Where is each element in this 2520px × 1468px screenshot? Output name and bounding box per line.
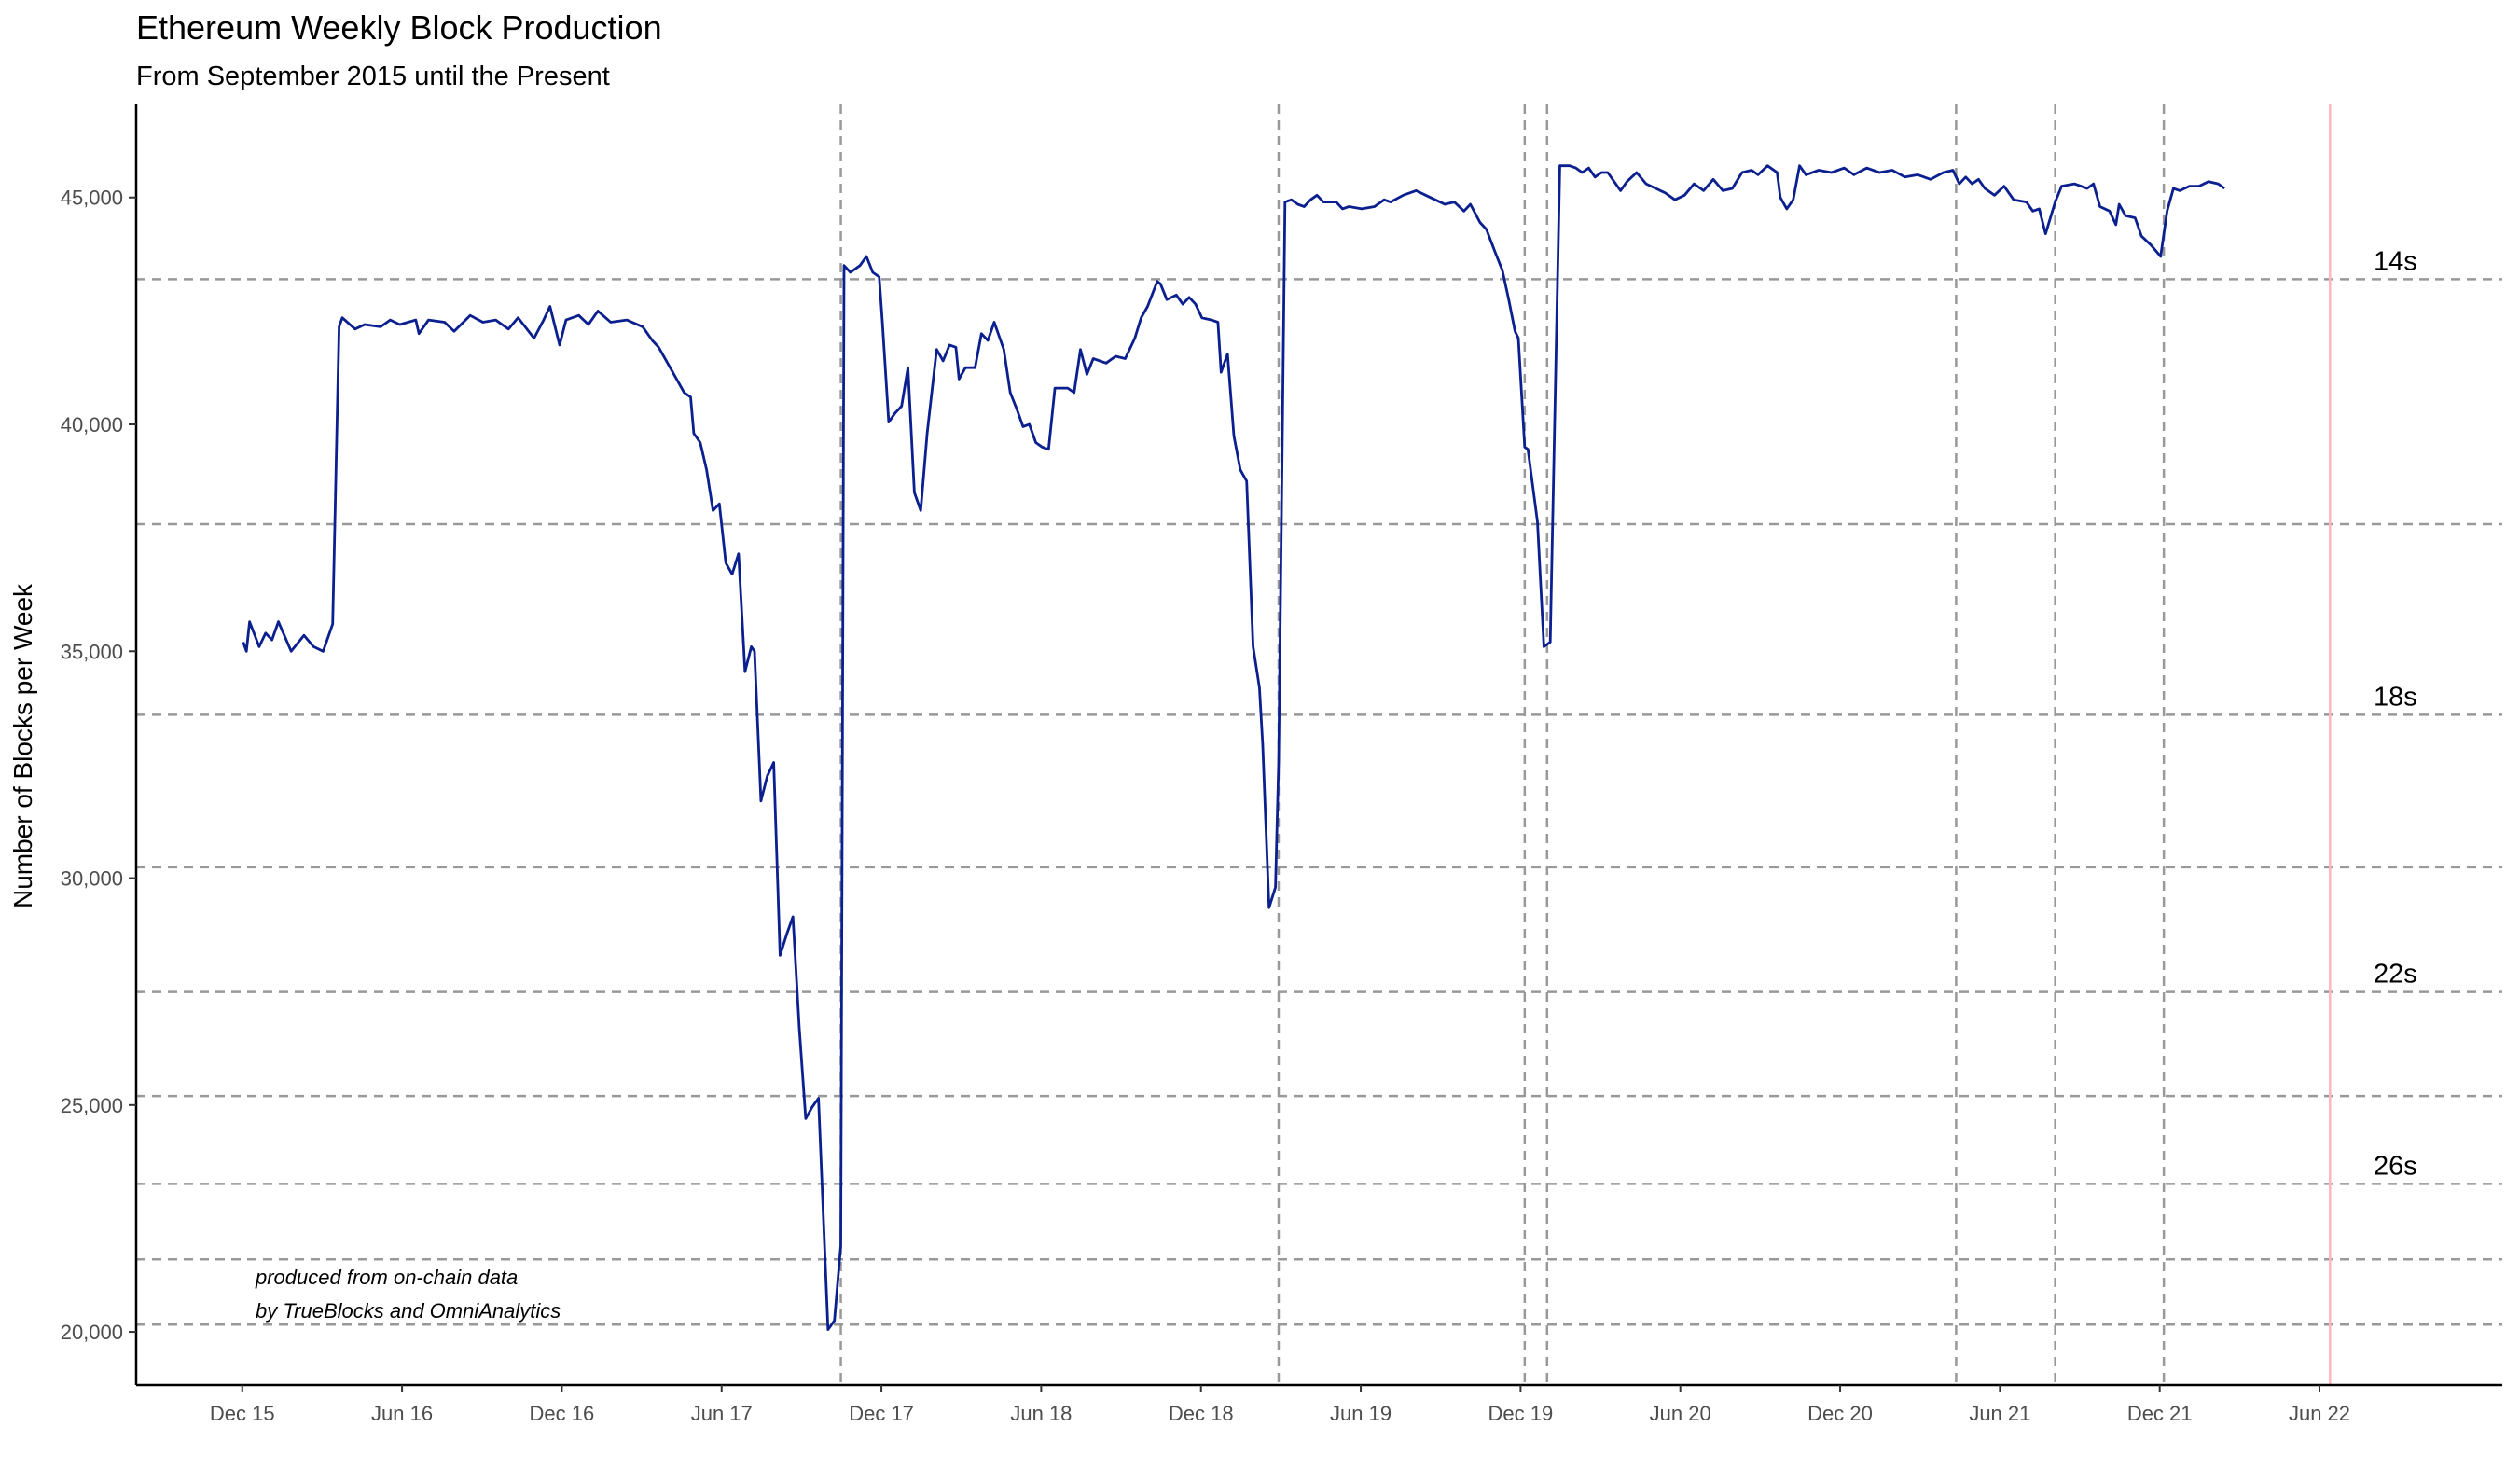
y-tick-label: 20,000 — [61, 1321, 123, 1344]
x-tick-label: Dec 19 — [1488, 1402, 1554, 1425]
block-time-label: 14s — [2374, 246, 2417, 276]
x-tick-label: Dec 20 — [1807, 1402, 1873, 1425]
y-tick-label: 40,000 — [61, 413, 123, 436]
x-tick-label: Jun 17 — [691, 1402, 753, 1425]
x-tick-label: Jun 16 — [371, 1402, 433, 1425]
x-tick-label: Dec 16 — [530, 1402, 595, 1425]
x-tick-label: Jun 20 — [1650, 1402, 1711, 1425]
chart-title: Ethereum Weekly Block Production — [136, 8, 662, 47]
y-tick-label: 35,000 — [61, 640, 123, 663]
chart-subtitle: From September 2015 until the Present — [136, 62, 610, 91]
x-tick-label: Dec 21 — [2127, 1402, 2193, 1425]
block-time-label: 22s — [2374, 960, 2417, 990]
data-line — [242, 164, 2226, 1331]
x-tick-label: Dec 18 — [1169, 1402, 1234, 1425]
annotation: produced from on-chain data — [255, 1266, 518, 1289]
annotation: by TrueBlocks and OmniAnalytics — [256, 1299, 561, 1323]
x-tick-label: Dec 15 — [210, 1402, 275, 1425]
y-tick-label: 45,000 — [61, 187, 123, 210]
x-tick-label: Jun 22 — [2289, 1402, 2350, 1425]
plot: 14s 18s 22s 26s 20,000 25,000 30,000 35,000 40,0… — [61, 104, 2502, 1425]
y-axis-label: Number of Blocks per Week — [8, 583, 37, 908]
x-tick-label: Jun 21 — [1969, 1402, 2030, 1425]
block-time-label: 26s — [2374, 1151, 2417, 1181]
x-tick-label: Jun 18 — [1010, 1402, 1072, 1425]
x-tick-label: Jun 19 — [1330, 1402, 1392, 1425]
block-time-label: 18s — [2374, 682, 2417, 712]
y-tick-label: 30,000 — [61, 867, 123, 891]
x-tick-label: Dec 17 — [849, 1402, 914, 1425]
y-tick-label: 25,000 — [61, 1094, 123, 1117]
